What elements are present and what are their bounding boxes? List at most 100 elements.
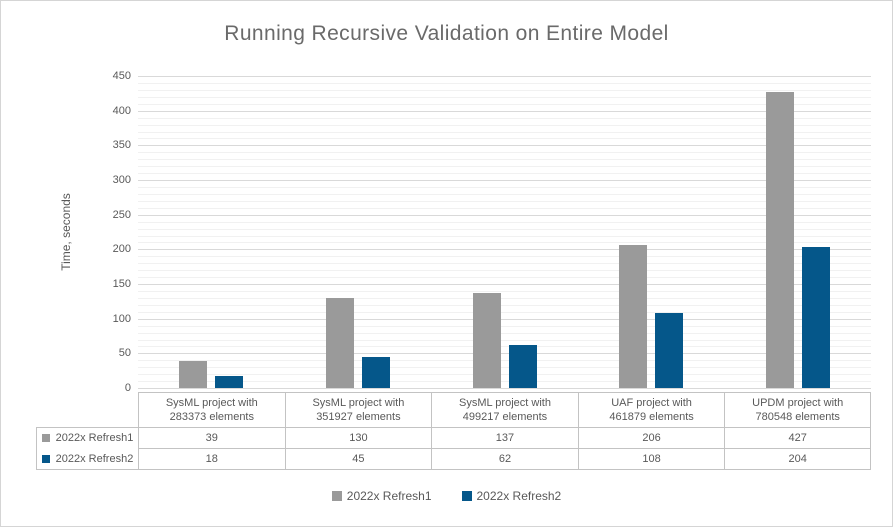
minor-gridline xyxy=(138,89,871,91)
chart-title: Running Recursive Validation on Entire M… xyxy=(224,22,669,45)
legend-item: 2022x Refresh1 xyxy=(331,489,432,503)
minor-gridline xyxy=(138,173,871,175)
minor-gridline xyxy=(138,256,871,258)
y-tick-label: 400 xyxy=(112,104,131,117)
minor-gridline xyxy=(138,360,871,362)
minor-gridline xyxy=(138,367,871,369)
bar-series2-cat2 xyxy=(361,356,390,388)
table-category-header-cell: UPDM project with 780548 elements xyxy=(724,392,871,428)
table-legend-key-swatch xyxy=(41,454,50,463)
major-gridline xyxy=(138,284,871,285)
table-category-header-line: SysML project with xyxy=(459,397,551,409)
table-category-header-line: UPDM project with xyxy=(752,397,844,409)
bar-series1-cat4 xyxy=(619,245,648,388)
table-value-cell: 108 xyxy=(577,449,725,470)
bar-series2-cat3 xyxy=(508,345,537,388)
minor-gridline xyxy=(138,96,871,98)
table-category-header-line: 461879 elements xyxy=(609,411,694,423)
minor-gridline xyxy=(138,200,871,202)
minor-gridline xyxy=(138,131,871,133)
minor-gridline xyxy=(138,325,871,327)
minor-gridline xyxy=(138,103,871,105)
table-category-header-line: 499217 elements xyxy=(462,411,548,423)
table-value-cell: 62 xyxy=(431,449,578,470)
table-legend-key-swatch xyxy=(41,434,50,442)
minor-gridline xyxy=(138,242,871,244)
legend: 2022x Refresh1 2022x Refresh2 xyxy=(1,489,892,503)
minor-gridline xyxy=(138,332,871,334)
table-category-header-cell: SysML project with 283373 elements xyxy=(138,392,285,428)
table-category-header-cell: UAF project with 461879 elements xyxy=(577,392,725,428)
minor-gridline xyxy=(138,235,871,237)
minor-gridline xyxy=(138,311,871,313)
major-gridline xyxy=(138,388,871,389)
table-category-header-cell: SysML project with 351927 elements xyxy=(284,392,432,428)
y-tick-label: 150 xyxy=(112,278,131,290)
legend-item: 2022x Refresh2 xyxy=(461,489,562,503)
major-gridline xyxy=(138,76,871,77)
major-gridline xyxy=(138,318,871,320)
y-tick-label: 300 xyxy=(112,174,131,186)
bar-series2-cat1 xyxy=(215,375,244,388)
minor-gridline xyxy=(138,207,871,209)
table-category-header-line: 283373 elements xyxy=(169,411,254,423)
table-series-name: 2022x Refresh2 xyxy=(55,452,134,465)
table-value-cell: 204 xyxy=(724,449,871,470)
table-category-header-line: SysML project with xyxy=(165,397,258,409)
minor-gridline xyxy=(138,346,871,348)
minor-gridline xyxy=(138,374,871,376)
bar-series1-cat3 xyxy=(472,293,501,388)
major-gridline xyxy=(138,110,871,112)
table-category-header-line: SysML project with xyxy=(312,397,405,409)
major-gridline xyxy=(138,180,871,181)
table-series-name: 2022x Refresh1 xyxy=(55,432,134,444)
table-category-header-line: 780548 elements xyxy=(755,411,840,423)
table-category-header-cell: SysML project with 499217 elements xyxy=(431,392,578,428)
minor-gridline xyxy=(138,339,871,341)
bar-series2-cat5 xyxy=(801,246,830,388)
table-value-cell: 206 xyxy=(577,428,725,449)
legend-label: 2022x Refresh1 xyxy=(346,489,432,503)
major-gridline xyxy=(138,214,871,216)
y-tick-label: 100 xyxy=(112,312,131,325)
table-series-label-cell: 2022x Refresh2 xyxy=(36,448,138,470)
legend-swatch xyxy=(331,491,342,501)
major-gridline xyxy=(138,353,871,355)
minor-gridline xyxy=(138,159,871,161)
table-series-label-cell: 2022x Refresh1 xyxy=(36,427,138,449)
minor-gridline xyxy=(138,166,871,168)
minor-gridline xyxy=(138,117,871,119)
legend-label: 2022x Refresh2 xyxy=(476,489,562,503)
table-value-cell: 137 xyxy=(431,428,578,449)
y-tick-label: 350 xyxy=(112,139,131,152)
major-gridline xyxy=(138,249,871,251)
minor-gridline xyxy=(138,186,871,188)
table-value-cell: 45 xyxy=(284,449,432,470)
minor-gridline xyxy=(138,381,871,383)
minor-gridline xyxy=(138,82,871,84)
minor-gridline xyxy=(138,193,871,195)
table-category-header-line: 351927 elements xyxy=(316,411,401,423)
minor-gridline xyxy=(138,304,871,306)
minor-gridline xyxy=(138,228,871,230)
minor-gridline xyxy=(138,297,871,299)
y-tick-label: 0 xyxy=(124,382,131,394)
minor-gridline xyxy=(138,138,871,140)
minor-gridline xyxy=(138,290,871,292)
table-value-cell: 39 xyxy=(138,428,285,449)
minor-gridline xyxy=(138,270,871,272)
y-tick-label: 50 xyxy=(118,347,131,360)
y-tick-label: 450 xyxy=(112,70,131,82)
bar-series1-cat5 xyxy=(765,91,794,388)
bar-series1-cat1 xyxy=(179,361,208,388)
major-gridline xyxy=(138,145,871,147)
legend-swatch xyxy=(461,491,472,501)
y-tick-label: 250 xyxy=(112,208,131,221)
y-axis-title: Time, seconds xyxy=(59,193,73,271)
minor-gridline xyxy=(138,221,871,223)
minor-gridline xyxy=(138,277,871,279)
table-value-cell: 18 xyxy=(138,449,285,470)
bar-series2-cat4 xyxy=(655,313,684,388)
table-value-cell: 130 xyxy=(284,428,432,449)
